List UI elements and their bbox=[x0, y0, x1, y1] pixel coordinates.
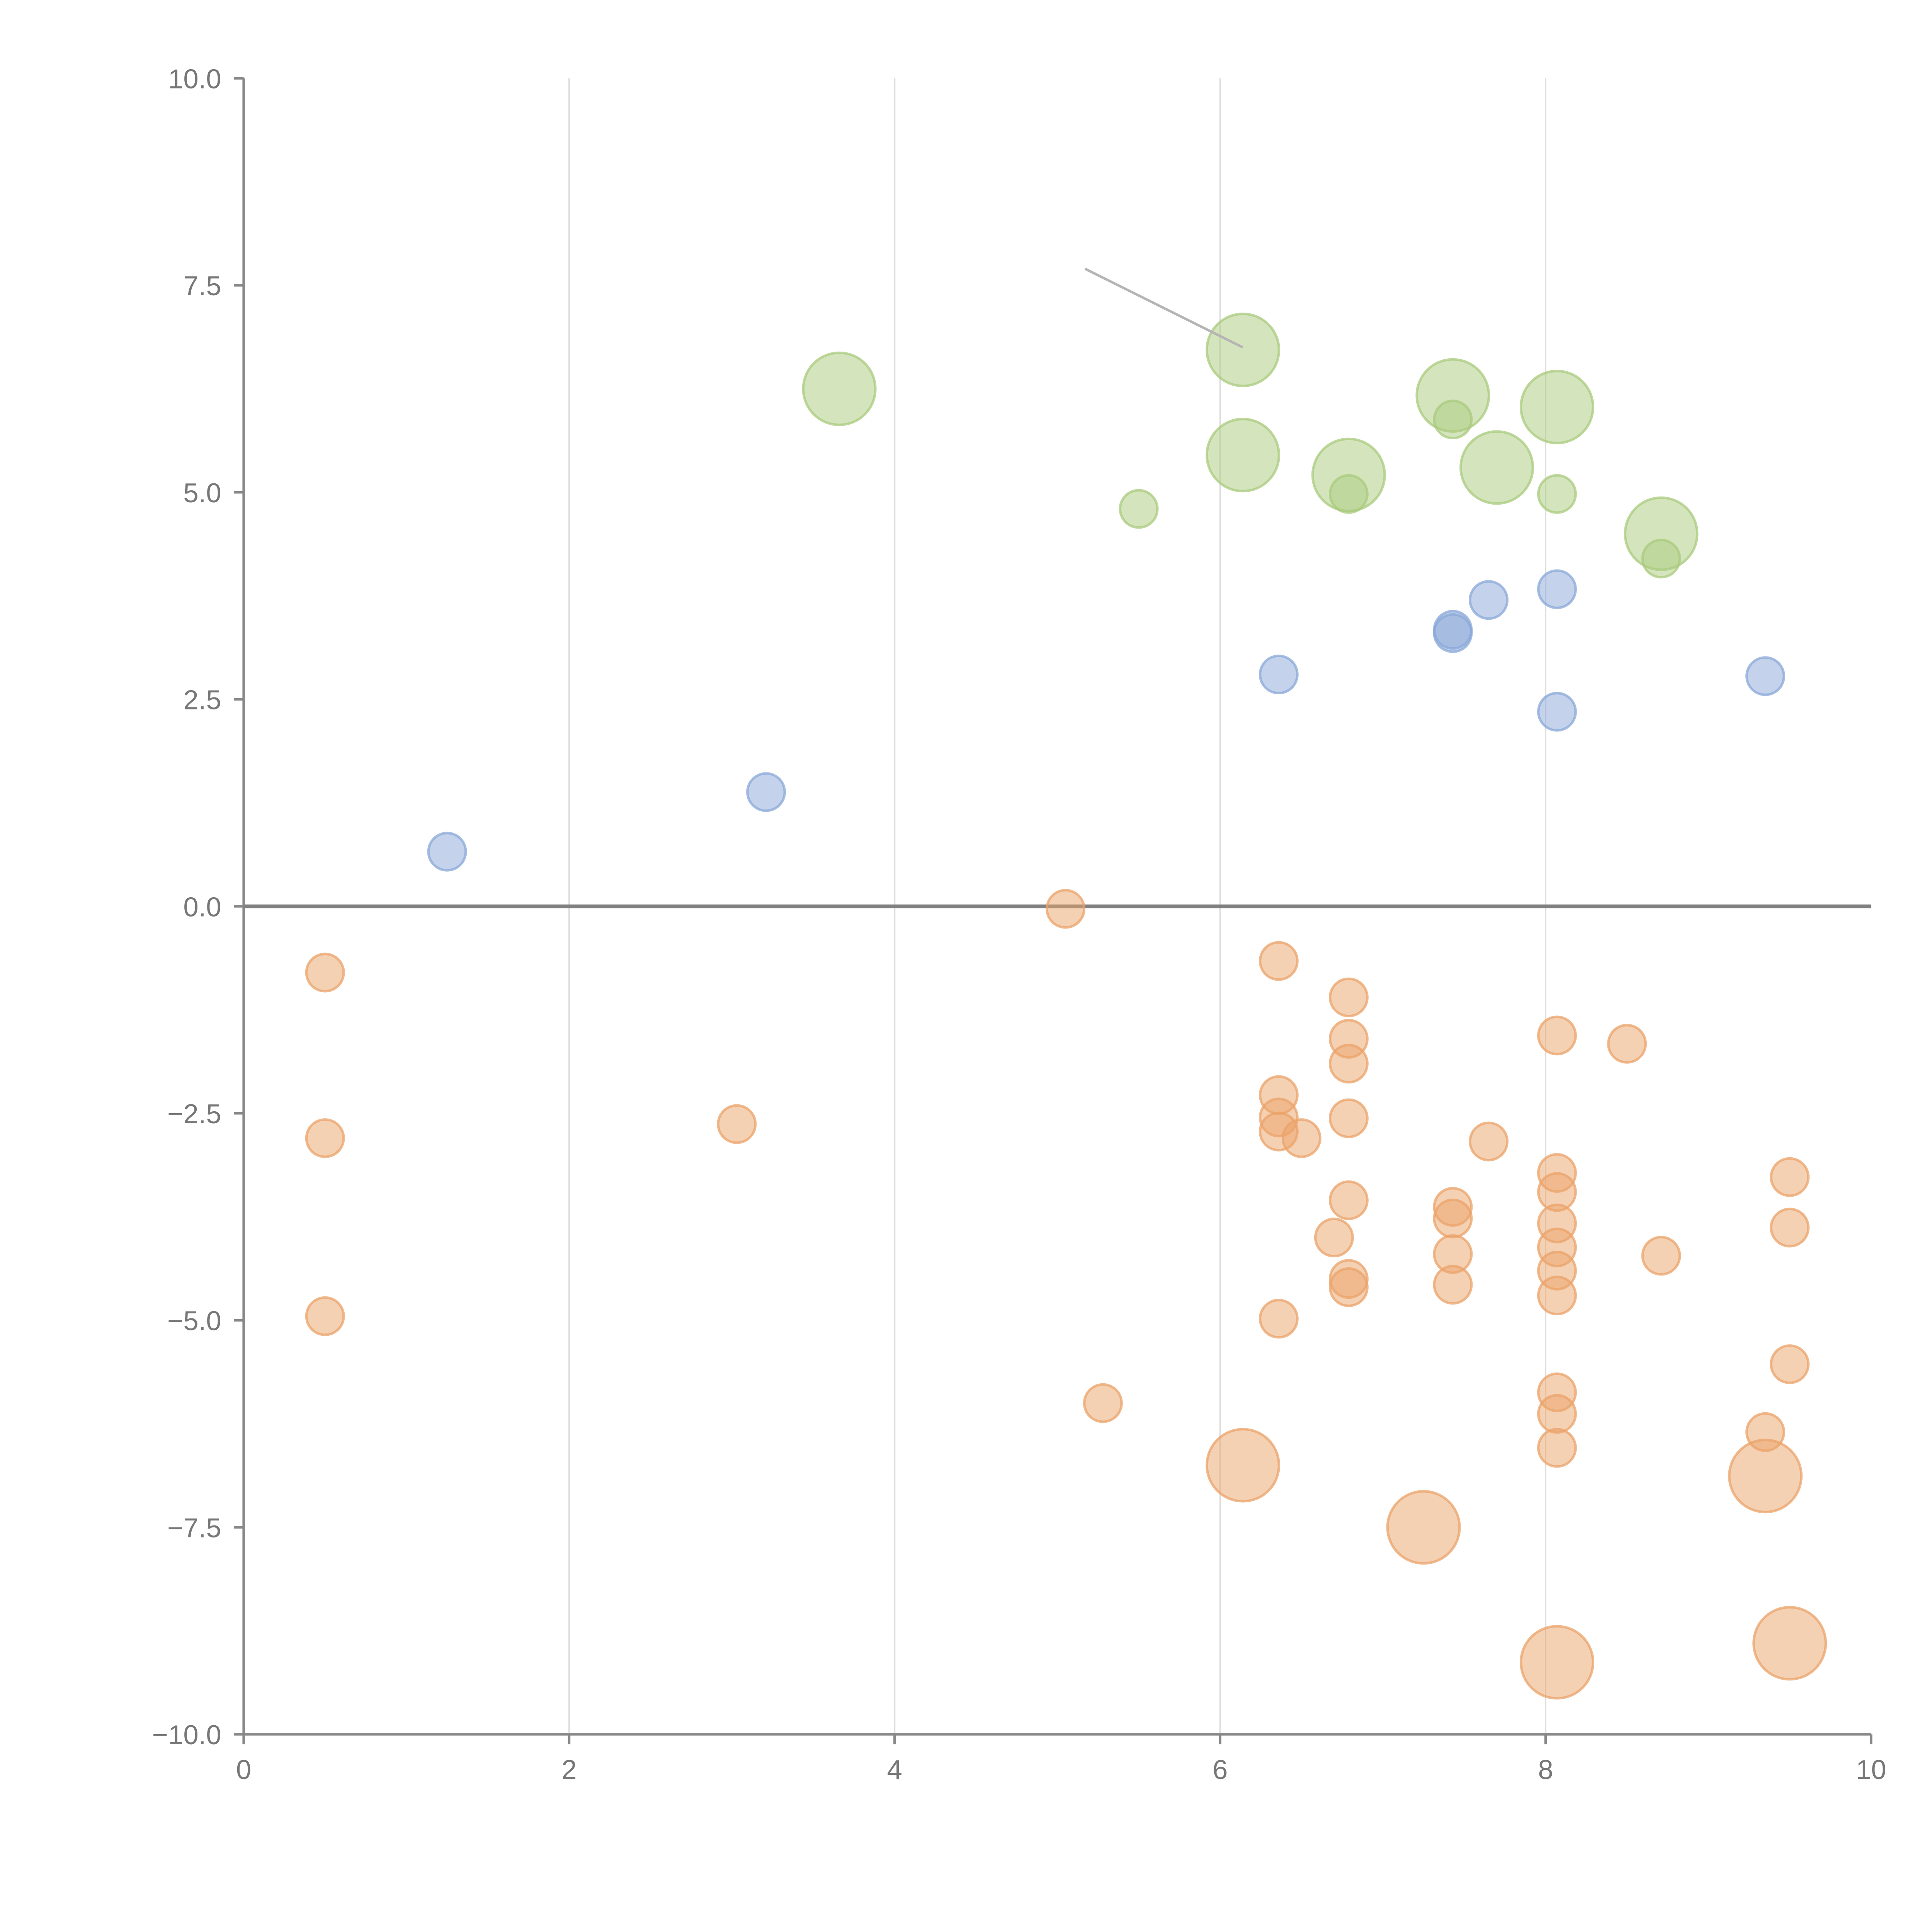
green-point bbox=[1624, 496, 1699, 571]
orange-point bbox=[1537, 1015, 1577, 1056]
x-tick-label: 2 bbox=[561, 1754, 577, 1785]
y-tick-label: −10.0 bbox=[152, 1719, 221, 1750]
orange-point bbox=[1314, 1218, 1354, 1258]
orange-point bbox=[717, 1104, 757, 1144]
orange-point bbox=[305, 952, 345, 993]
y-tick-label: 0.0 bbox=[183, 891, 221, 922]
orange-point bbox=[1537, 1276, 1577, 1316]
orange-point bbox=[1537, 1428, 1577, 1468]
orange-point bbox=[1206, 1428, 1281, 1503]
y-tick-label: 2.5 bbox=[183, 685, 221, 715]
blue-point bbox=[1537, 692, 1577, 732]
orange-point bbox=[1770, 1157, 1810, 1197]
y-tick-label: −5.0 bbox=[167, 1306, 221, 1336]
blue-point bbox=[1469, 580, 1509, 620]
orange-point bbox=[1328, 1180, 1369, 1220]
orange-point bbox=[1328, 1098, 1369, 1138]
x-tick-label: 6 bbox=[1213, 1754, 1228, 1785]
annotation-leader-line bbox=[1084, 267, 1244, 349]
green-point bbox=[1206, 313, 1281, 388]
x-tick-label: 0 bbox=[236, 1754, 251, 1785]
orange-point bbox=[1770, 1344, 1810, 1384]
green-point bbox=[802, 351, 877, 426]
orange-point bbox=[1083, 1383, 1123, 1423]
orange-point bbox=[1259, 1299, 1299, 1339]
blue-point bbox=[1259, 655, 1299, 695]
orange-point bbox=[1328, 1267, 1369, 1307]
green-point bbox=[1415, 358, 1490, 433]
orange-point bbox=[1328, 1044, 1369, 1084]
green-point bbox=[1311, 437, 1386, 512]
blue-point bbox=[427, 832, 467, 872]
blue-point bbox=[1537, 569, 1577, 609]
blue-point bbox=[746, 772, 786, 812]
orange-point bbox=[1259, 941, 1299, 981]
orange-point bbox=[1046, 889, 1086, 929]
orange-point bbox=[1328, 977, 1369, 1017]
orange-point bbox=[305, 1296, 345, 1336]
orange-point bbox=[1519, 1625, 1595, 1700]
blue-point bbox=[1433, 610, 1473, 650]
orange-point bbox=[1770, 1208, 1810, 1248]
green-point bbox=[1519, 369, 1595, 444]
orange-point bbox=[1537, 1394, 1577, 1434]
blue-point bbox=[1745, 656, 1786, 696]
green-point bbox=[1537, 474, 1577, 514]
green-point bbox=[1119, 489, 1159, 529]
axis-layer: 0 2 4 6 8 10 10.0 7.5 5.0 2.5 0.0 −2.5 −5.0 −7.5 −10.0 bbox=[152, 63, 1886, 1785]
orange-point bbox=[1607, 1024, 1647, 1064]
orange-point bbox=[1433, 1198, 1473, 1238]
green-point bbox=[1206, 418, 1281, 493]
orange-point bbox=[1433, 1265, 1473, 1305]
y-tick-label: −7.5 bbox=[167, 1512, 221, 1543]
orange-point bbox=[1752, 1606, 1827, 1681]
x-tick-label: 8 bbox=[1538, 1754, 1553, 1785]
y-tick-label: 10.0 bbox=[168, 63, 221, 94]
orange-point bbox=[1728, 1439, 1803, 1514]
orange-point bbox=[305, 1118, 345, 1158]
x-tick-label: 10 bbox=[1856, 1754, 1886, 1785]
x-tick-label: 4 bbox=[887, 1754, 902, 1785]
orange-point bbox=[1641, 1236, 1681, 1276]
annotation-layer bbox=[1084, 267, 1244, 349]
y-tick-label: −2.5 bbox=[167, 1099, 221, 1129]
points-layer bbox=[305, 313, 1827, 1700]
orange-point bbox=[1386, 1490, 1461, 1565]
y-tick-label: 5.0 bbox=[183, 478, 221, 508]
y-tick-label: 7.5 bbox=[183, 270, 221, 301]
green-point bbox=[1459, 430, 1534, 505]
orange-point bbox=[1469, 1121, 1509, 1162]
orange-point bbox=[1281, 1118, 1321, 1158]
